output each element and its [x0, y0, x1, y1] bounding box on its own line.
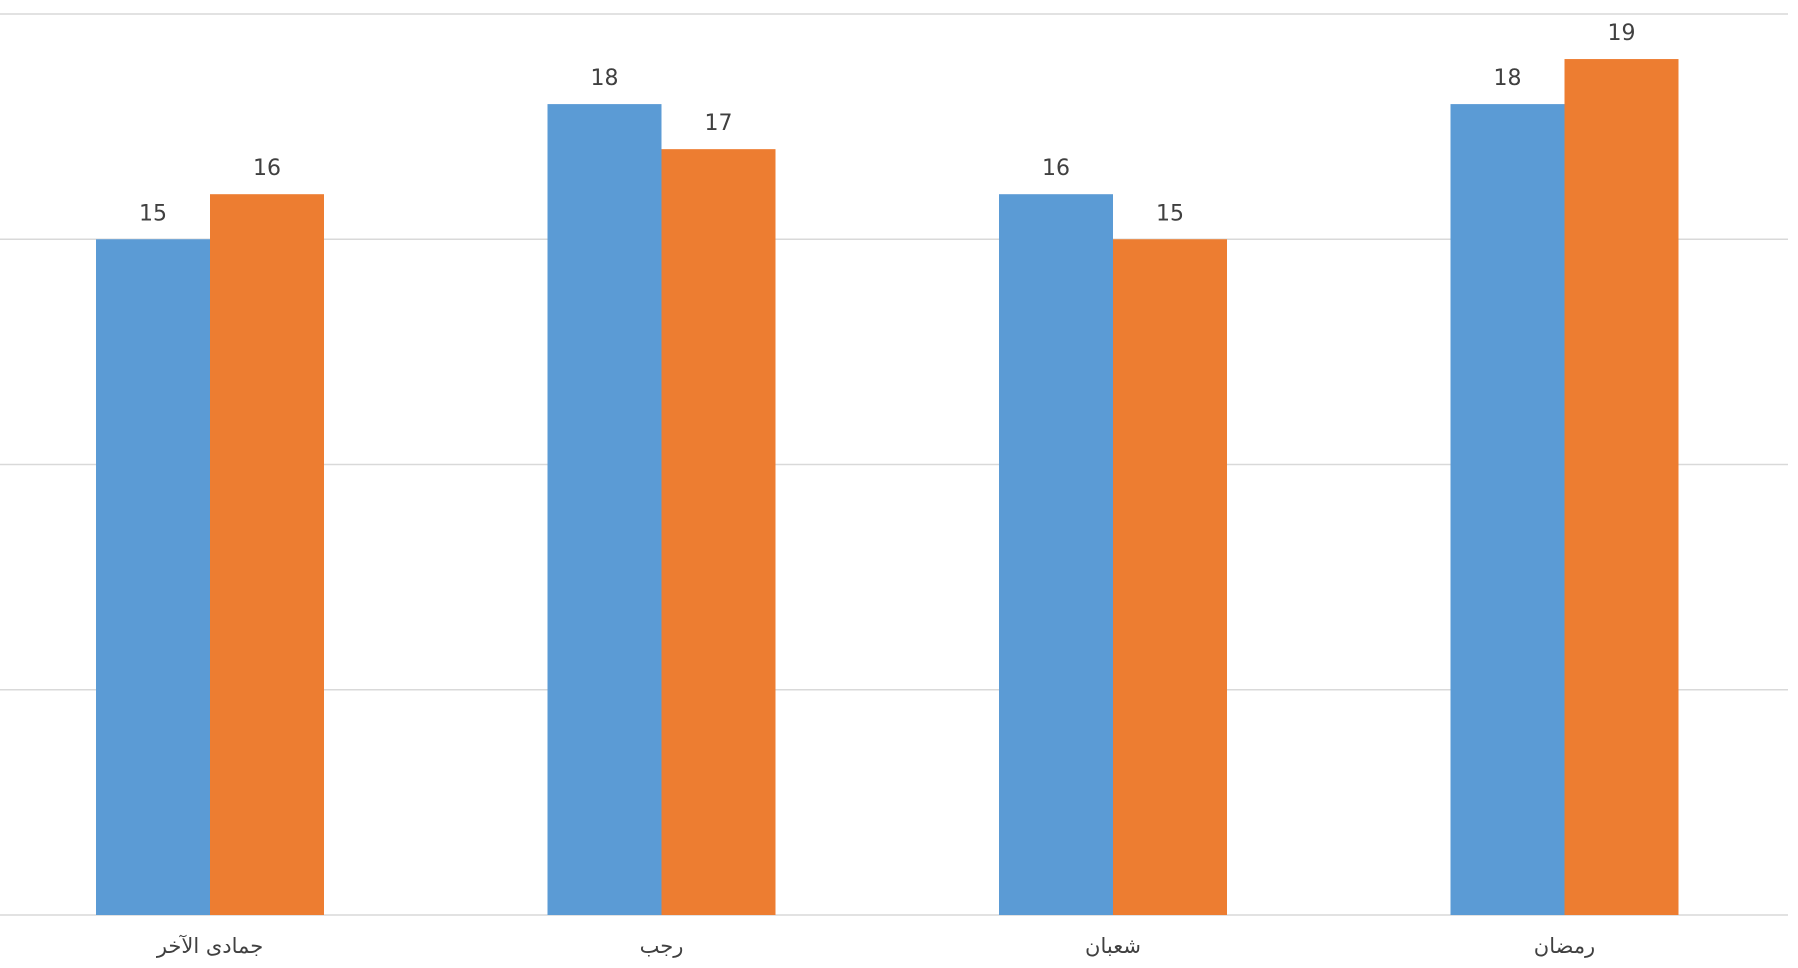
bar-series1-2 [547, 104, 662, 916]
category-label-2: رجب [640, 934, 684, 958]
bar-series2-1 [210, 194, 324, 915]
bar-series1-4 [1450, 104, 1565, 916]
bar-series2-2 [661, 149, 776, 915]
data-label-series2-4: 19 [1608, 21, 1636, 46]
category-labels: جمادى الآخر رجب شعبان رمضان [156, 934, 1595, 958]
data-label-series1-4: 18 [1494, 66, 1522, 91]
data-label-series2-3: 15 [1156, 201, 1184, 226]
data-labels: 15 16 18 17 16 15 18 19 [139, 21, 1636, 226]
bar-series2-3 [1113, 239, 1227, 915]
data-label-series1-1: 15 [139, 201, 167, 226]
category-label-4: رمضان [1534, 934, 1595, 958]
category-label-3: شعبان [1085, 934, 1141, 958]
data-label-series2-1: 16 [253, 156, 281, 181]
bars [96, 59, 1679, 916]
category-label-1: جمادى الآخر [156, 934, 263, 958]
bar-series2-4 [1564, 59, 1679, 916]
data-label-series1-2: 18 [591, 66, 619, 91]
bar-series1-3 [999, 194, 1113, 915]
data-label-series2-2: 17 [705, 111, 733, 136]
bar-series1-1 [96, 239, 210, 915]
data-label-series1-3: 16 [1042, 156, 1070, 181]
